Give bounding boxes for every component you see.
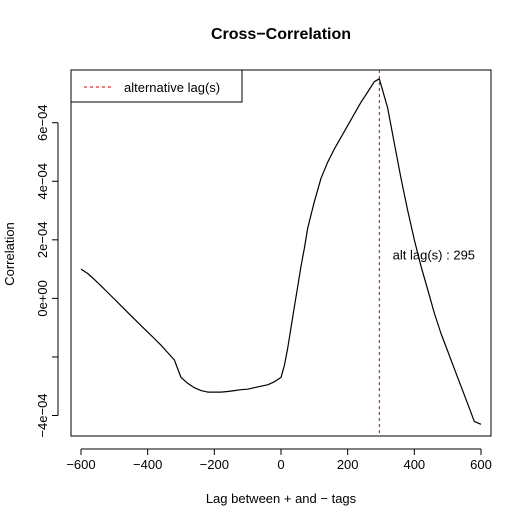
series-line — [80, 78, 482, 425]
legend-label: alternative lag(s) — [124, 80, 220, 95]
x-tick-label: 600 — [470, 457, 492, 472]
plot-marks: alt lag(s) : 295 — [80, 70, 482, 436]
x-tick-label: −400 — [133, 457, 162, 472]
x-tick-label: −200 — [200, 457, 229, 472]
x-tick-label: 200 — [337, 457, 359, 472]
chart-title: Cross−Correlation — [211, 26, 351, 43]
legend: alternative lag(s) — [70, 69, 243, 103]
y-tick-label: 6e−04 — [35, 104, 50, 141]
y-tick-label: 4e−04 — [35, 163, 50, 200]
x-axis: −600 −400 −200 0 200 400 600 — [66, 448, 492, 472]
y-tick-label: −4e−04 — [35, 393, 50, 437]
x-tick-label: 400 — [403, 457, 425, 472]
y-tick-label: 2e−04 — [35, 222, 50, 259]
y-axis-label: Correlation — [2, 222, 17, 286]
x-tick-label: −600 — [66, 457, 95, 472]
y-axis: −4e−04 0e+00 2e−04 4e−04 6e−04 — [35, 104, 59, 438]
y-tick-label: 0e+00 — [35, 280, 50, 317]
plot-frame — [70, 69, 492, 437]
x-axis-label: Lag between + and − tags — [206, 491, 357, 506]
alt-lag-annotation: alt lag(s) : 295 — [393, 247, 475, 262]
x-tick-label: 0 — [277, 457, 284, 472]
legend-box — [70, 69, 243, 103]
